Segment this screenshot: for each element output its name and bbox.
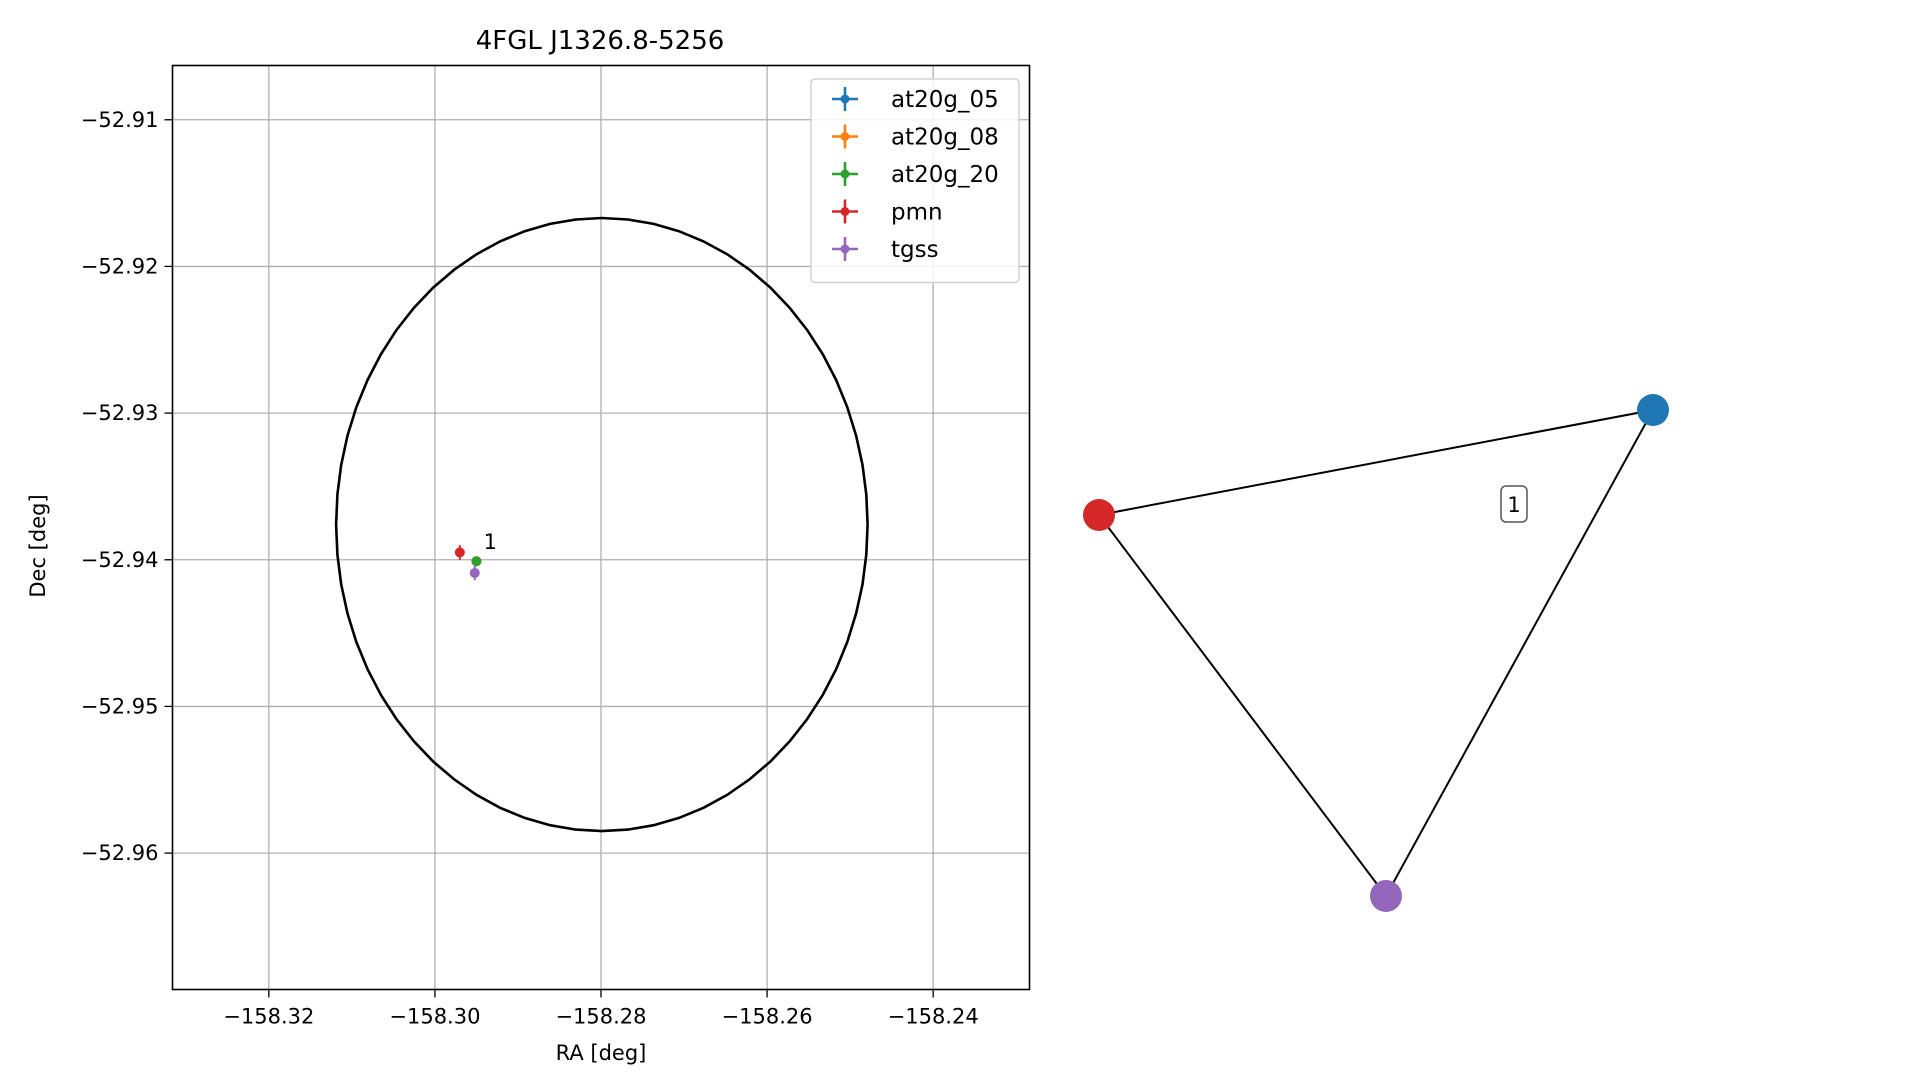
legend-marker-at20g_20-dot — [840, 169, 850, 179]
graph-node-at20g — [1637, 394, 1669, 426]
graph-label-box — [1500, 485, 1528, 523]
legend-marker-pmn-dot — [840, 207, 850, 216]
data-point-at20g_20 — [471, 556, 482, 567]
legend-box — [810, 78, 1020, 284]
grid — [172, 65, 1030, 990]
y-tick-label: −52.92 — [81, 254, 159, 278]
y-tick-label: −52.96 — [81, 841, 159, 865]
y-axis-ticks: −52.91 −52.92 −52.93 −52.94 −52.95 −52.96 — [81, 108, 173, 865]
x-axis-label: RA [deg] — [556, 1041, 647, 1065]
network-panel: 1 — [1083, 394, 1669, 912]
graph-edge-pmn-at20g — [1098, 409, 1654, 516]
graph-edge-tgss-pmn — [1098, 514, 1387, 897]
x-axis-ticks: −158.32 −158.30 −158.28 −158.26 −158.24 — [223, 989, 979, 1029]
source-annotation: 1 — [484, 530, 497, 554]
x-tick-label: −158.32 — [223, 1005, 314, 1029]
annotation-layer: 1 — [484, 530, 497, 554]
uncertainty-ellipse — [334, 216, 869, 833]
graph-node-tgss — [1370, 880, 1402, 912]
legend-label-at20g_05: at20g_05 — [891, 87, 999, 113]
data-point-tgss — [469, 567, 480, 578]
legend-marker-at20g_05-dot — [840, 94, 850, 104]
x-tick-label: −158.26 — [722, 1005, 813, 1029]
graph-node-pmn — [1083, 499, 1115, 531]
x-tick-label: −158.28 — [555, 1005, 646, 1029]
y-axis-label: Dec [deg] — [26, 494, 50, 597]
graph-label-text: 1 — [1507, 493, 1520, 517]
data-point-pmn — [454, 547, 465, 558]
legend-label-at20g_20: at20g_20 — [891, 162, 999, 188]
y-tick-label: −52.91 — [81, 108, 159, 132]
x-tick-label: −158.30 — [389, 1005, 480, 1029]
points-layer — [454, 545, 482, 581]
y-tick-label: −52.94 — [81, 548, 159, 572]
legend-label-tgss: tgss — [891, 237, 939, 263]
graph-edge-at20g-tgss — [1385, 409, 1654, 897]
sky-map-panel: 4FGL J1326.8-5256 1 −158.32 −158.30 −158.2… — [26, 26, 1031, 1065]
chart-title: 4FGL J1326.8-5256 — [476, 26, 725, 56]
y-tick-label: −52.93 — [81, 401, 159, 425]
legend-label-at20g_08: at20g_08 — [891, 125, 999, 151]
uncertainty-ellipse-layer — [334, 216, 869, 833]
x-tick-label: −158.24 — [888, 1005, 979, 1029]
legend-marker-at20g_08-dot — [840, 132, 850, 141]
y-tick-label: −52.95 — [81, 694, 159, 718]
legend-label-pmn: pmn — [891, 200, 943, 226]
legend-marker-tgss-dot — [840, 244, 850, 254]
